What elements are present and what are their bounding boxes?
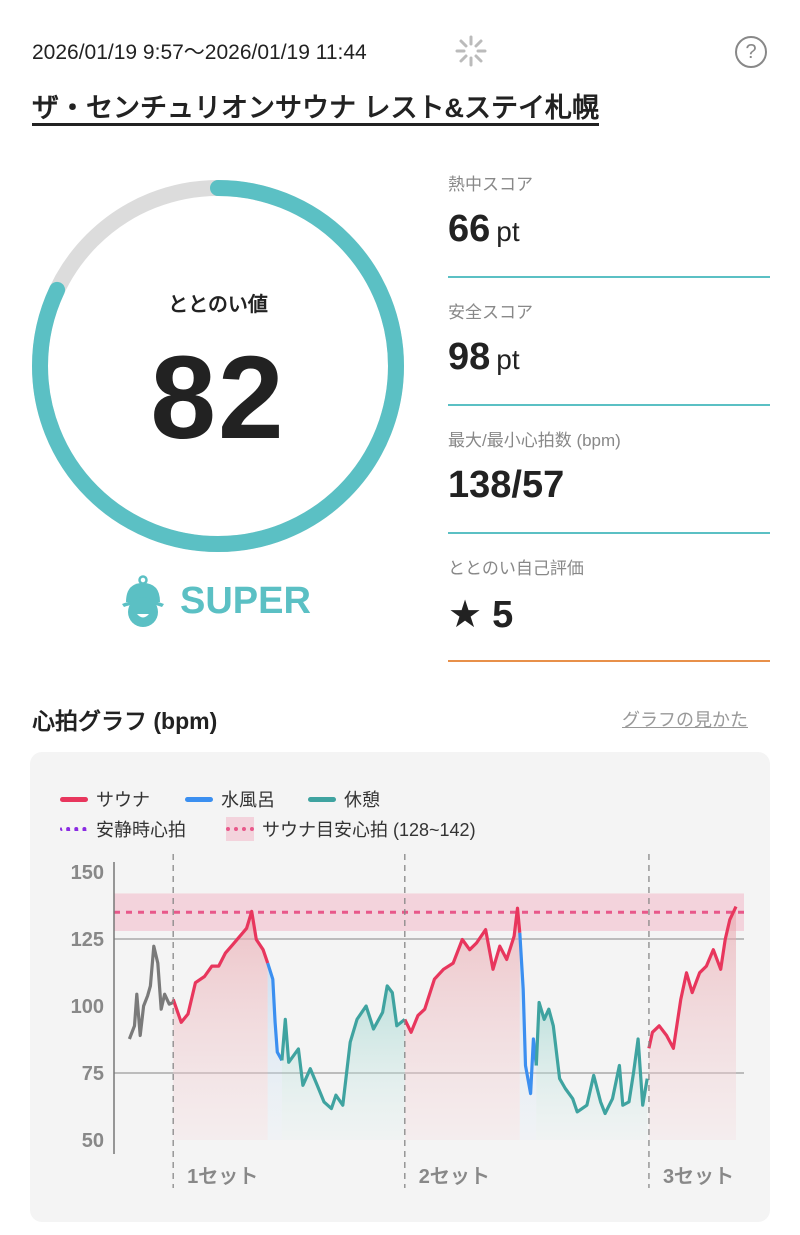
- y-tick-label: 50: [82, 1130, 104, 1152]
- legend-target: サウナ目安心拍 (128~142): [226, 816, 476, 842]
- legend-label: 水風呂: [221, 790, 275, 810]
- legend-swatch: [60, 827, 88, 831]
- stat-label: 熱中スコア: [448, 175, 533, 194]
- stat-label: ととのい自己評価: [448, 559, 584, 578]
- legend-label: 休憩: [344, 790, 380, 810]
- line-rest: [280, 984, 406, 1111]
- score-ring: [32, 180, 404, 552]
- safety-score: 安全スコア 98 pt: [448, 288, 770, 406]
- set-label: 2セット: [419, 1166, 490, 1188]
- rank-badge: SUPER: [120, 574, 311, 628]
- stat-unit: pt: [496, 216, 520, 247]
- sauna-hat-icon: [122, 575, 164, 627]
- legend-rest: 休憩: [308, 786, 380, 812]
- stat-value: 66: [448, 208, 491, 250]
- stat-label: 最大/最小心拍数 (bpm): [448, 431, 621, 450]
- help-icon[interactable]: ?: [735, 36, 767, 68]
- ring-progress: [32, 180, 404, 552]
- score-value: 82: [150, 332, 286, 464]
- line-sauna: [171, 909, 270, 1024]
- legend-resting: 安静時心拍: [60, 816, 186, 842]
- legend-label: 安静時心拍: [96, 820, 186, 840]
- facility-link[interactable]: ザ・センチュリオンサウナ レスト&ステイ札幌: [32, 93, 599, 123]
- loading-spinner-icon: [455, 35, 487, 67]
- line-rest: [534, 1000, 649, 1116]
- y-tick-label: 150: [71, 862, 104, 884]
- stat-value: 5: [492, 594, 514, 636]
- line-water: [518, 932, 538, 1096]
- stat-value: 138/57: [448, 464, 565, 506]
- legend-label: サウナ目安心拍 (128~142): [262, 820, 476, 840]
- stat-label: 安全スコア: [448, 303, 533, 322]
- legend-swatch: [185, 796, 213, 802]
- heart-rate-chart: 150 125 100 75 50 1セット 2セット 3セット: [71, 854, 744, 1188]
- star-icon: ★: [448, 594, 483, 636]
- set-label: 3セット: [663, 1166, 734, 1188]
- heart-rate-chart-card: サウナ 水風呂 休憩 安静時心拍 サウナ目安心拍 (128~142) 150 12…: [30, 752, 770, 1222]
- legend-label: サウナ: [96, 790, 150, 810]
- line-pre: [127, 944, 174, 1040]
- graph-title: 心拍グラフ (bpm): [32, 708, 218, 734]
- line-sauna: [647, 905, 738, 1050]
- graph-help-link[interactable]: グラフの見かた: [622, 710, 748, 730]
- legend-swatch: [308, 796, 336, 802]
- area-water: [267, 963, 282, 1140]
- area-rest: [281, 985, 405, 1140]
- y-tick-label: 100: [71, 996, 104, 1018]
- line-water: [266, 962, 284, 1062]
- legend-water: 水風呂: [185, 786, 275, 812]
- score-label: ととのい値: [168, 294, 268, 316]
- legend-swatch: [60, 796, 88, 802]
- heart-rate-range: 最大/最小心拍数 (bpm) 138/57: [448, 416, 770, 534]
- area-sauna: [173, 911, 268, 1140]
- session-datetime: 2026/01/19 9:57～2026/01/19 11:44: [32, 41, 367, 64]
- area-sauna: [648, 906, 737, 1140]
- legend-sauna: サウナ: [60, 786, 150, 812]
- area-rest: [536, 1002, 648, 1140]
- line-sauna: [403, 906, 522, 1034]
- heat-score: 熱中スコア 66 pt: [448, 160, 770, 278]
- stat-unit: pt: [496, 344, 520, 375]
- self-rating[interactable]: ととのい自己評価 ★ 5: [448, 544, 770, 662]
- legend-swatch: [226, 817, 254, 841]
- rank-label: SUPER: [180, 579, 311, 622]
- y-tick-label: 75: [82, 1063, 104, 1085]
- y-tick-label: 125: [71, 929, 104, 951]
- set-label: 1セット: [187, 1166, 258, 1188]
- stat-value: 98: [448, 336, 491, 378]
